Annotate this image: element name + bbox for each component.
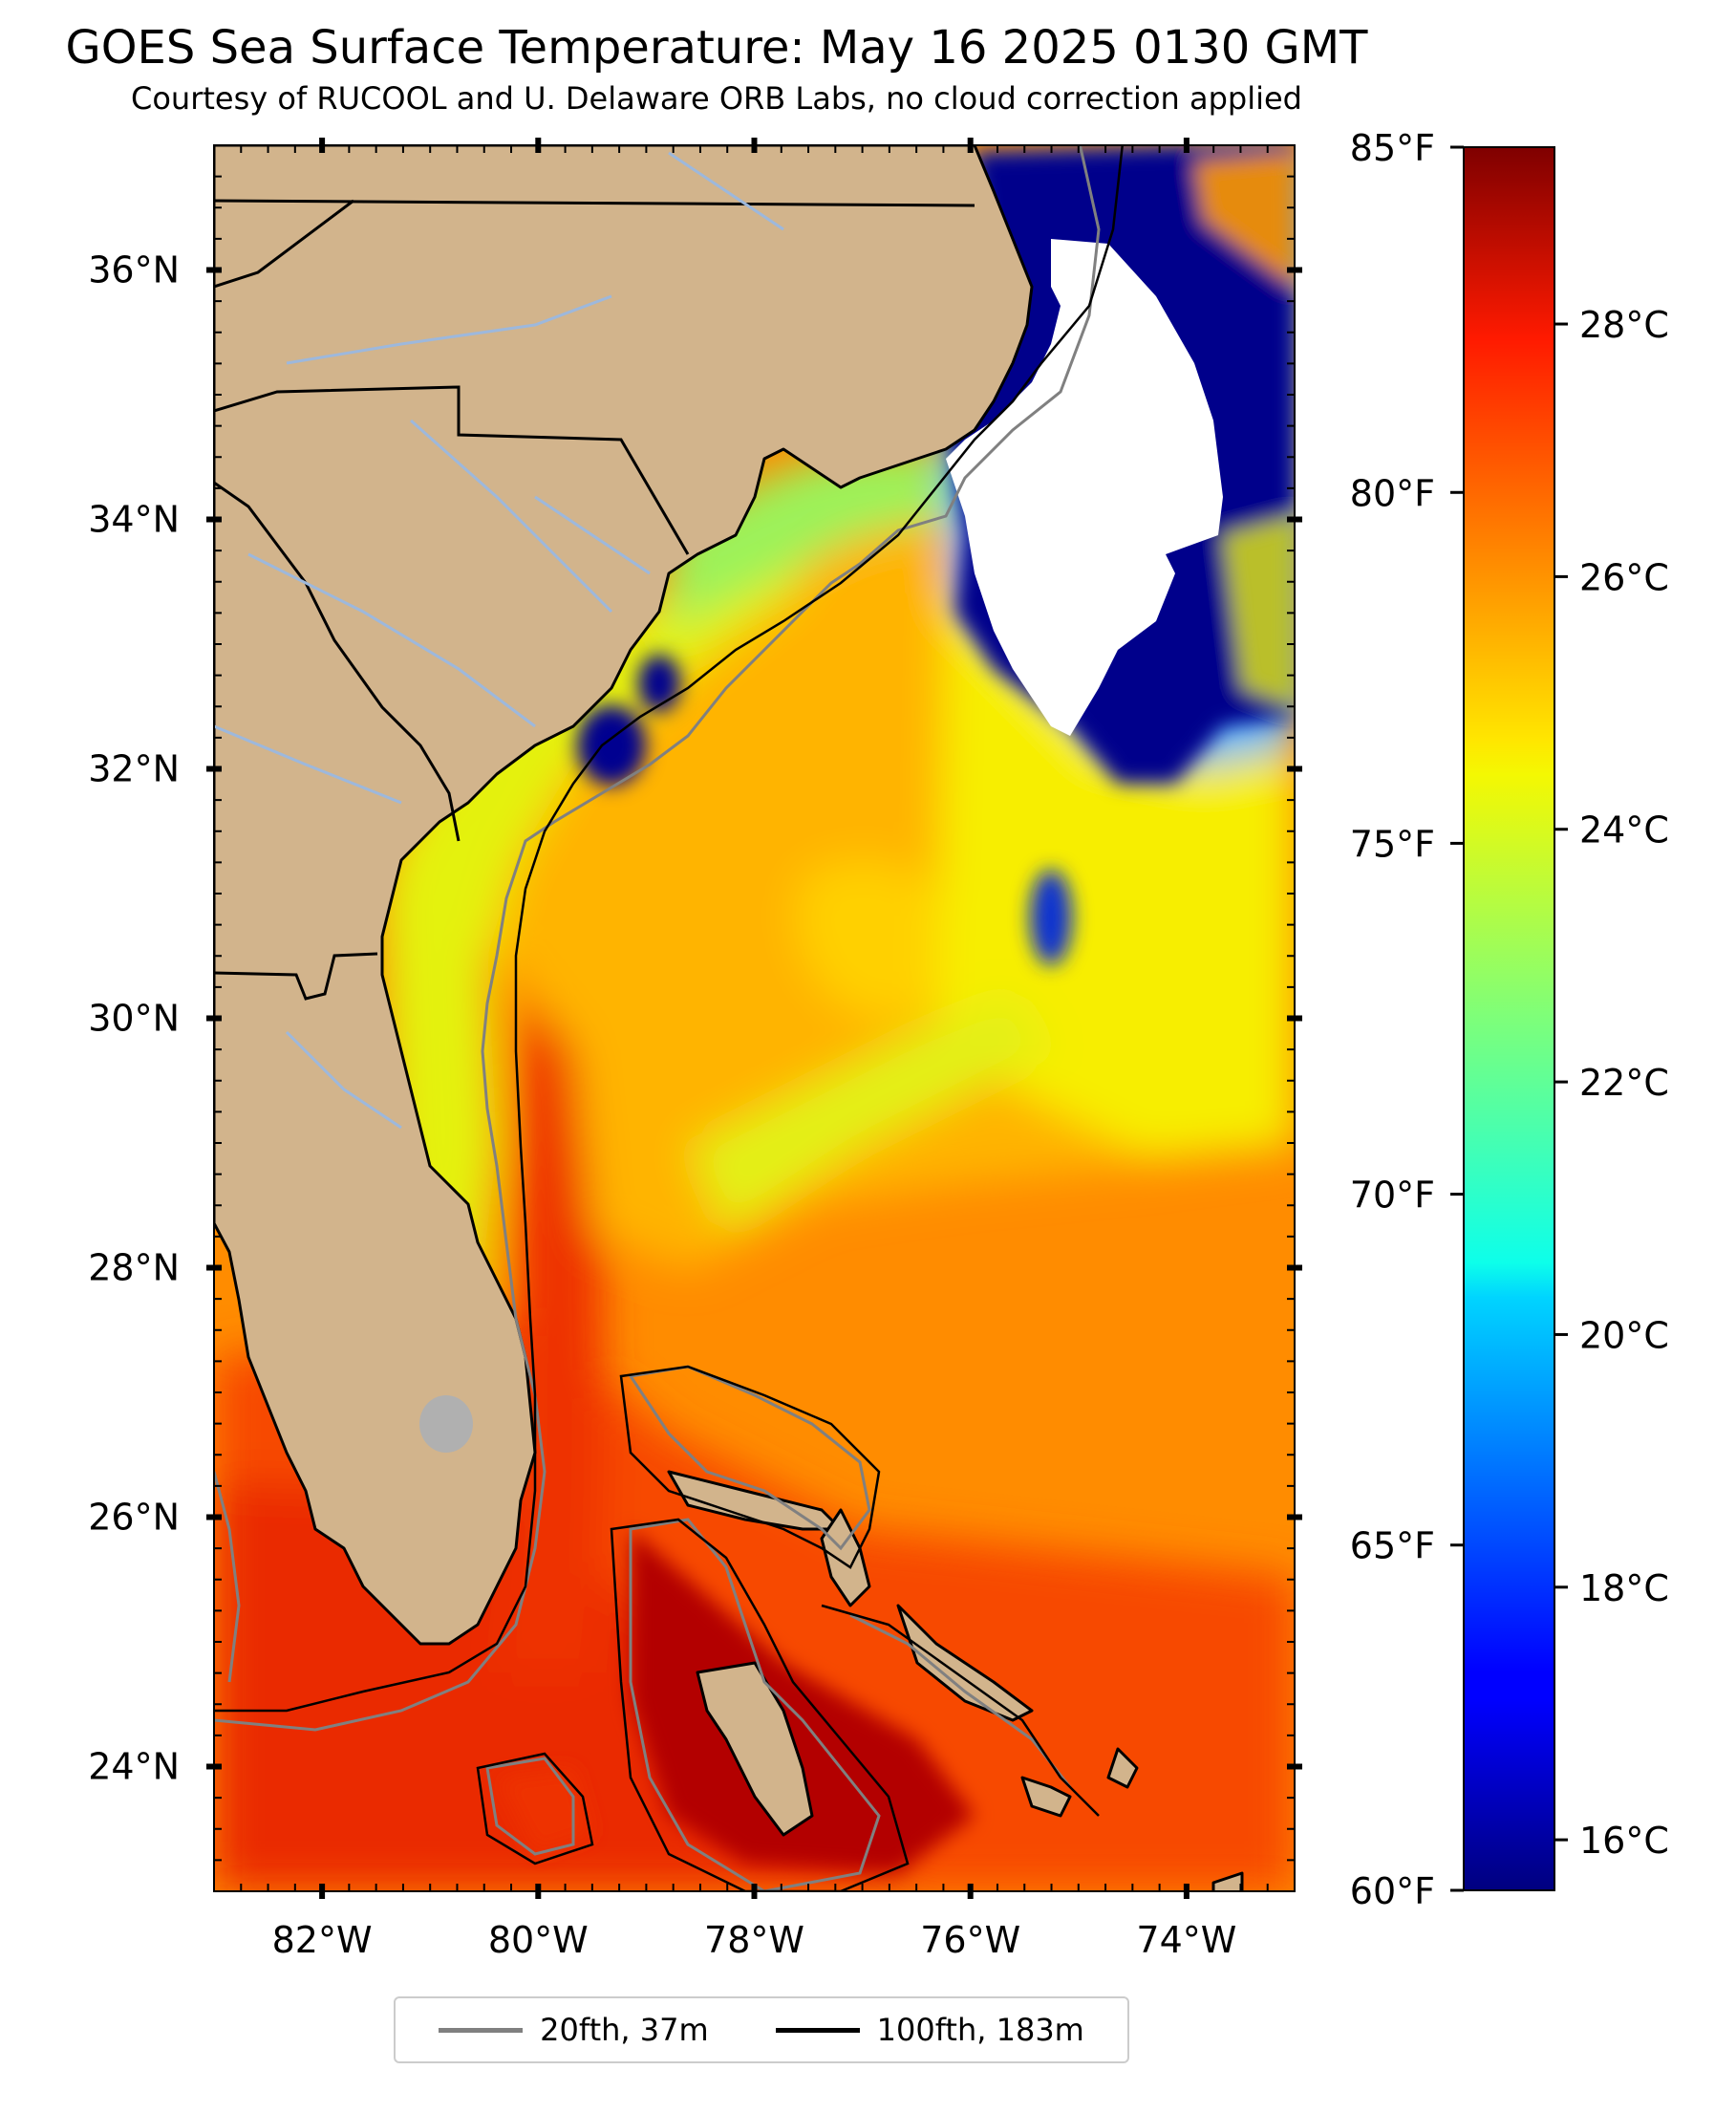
lake-okeechobee — [419, 1395, 473, 1453]
isobath-legend: 20fth, 37m 100fth, 183m — [394, 1996, 1129, 2063]
lat-tick-label: 26°N — [88, 1497, 180, 1539]
lat-tick-label: 34°N — [88, 499, 180, 541]
lon-tick-label: 82°W — [272, 1919, 373, 1961]
fahrenheit-tick-label: 65°F — [1350, 1525, 1435, 1567]
legend-entry-20fth: 20fth, 37m — [439, 2012, 709, 2048]
map-title: GOES Sea Surface Temperature: May 16 202… — [65, 21, 1368, 75]
map-panel — [214, 145, 1295, 1891]
state-borders — [214, 199, 975, 1001]
cloud-mask — [946, 239, 1223, 736]
celsius-tick-label: 28°C — [1579, 304, 1669, 346]
map-subtitle: Courtesy of RUCOOL and U. Delaware ORB L… — [131, 80, 1302, 117]
rivers — [214, 151, 784, 1130]
fahrenheit-tick-label: 85°F — [1350, 127, 1435, 169]
colorbar — [1463, 146, 1555, 1891]
legend-label-20fth: 20fth, 37m — [540, 2012, 709, 2048]
colorbar-ticks: 16°C 18°C 20°C 22°C 24°C 26°C 28°C 60°F 65°F 70°F… — [1350, 127, 1669, 1912]
lat-tick-label: 24°N — [88, 1746, 180, 1788]
celsius-tick-label: 20°C — [1579, 1314, 1669, 1356]
isobath-20fth — [214, 145, 1101, 1891]
lon-tick-label: 78°W — [704, 1919, 804, 1961]
lon-tick-label: 76°W — [920, 1919, 1020, 1961]
map-ticks: 82°W 80°W 78°W 76°W 74°W 24°N 26°N 28°N 30°N 32°N… — [88, 138, 1302, 1961]
celsius-tick-label: 16°C — [1579, 1820, 1669, 1862]
lon-tick-label: 80°W — [488, 1919, 589, 1961]
fahrenheit-tick-label: 75°F — [1350, 823, 1435, 865]
lat-tick-label: 28°N — [88, 1247, 180, 1289]
fahrenheit-tick-label: 80°F — [1350, 472, 1435, 514]
lon-tick-label: 74°W — [1136, 1919, 1236, 1961]
fahrenheit-tick-label: 60°F — [1350, 1870, 1435, 1912]
isobath-100fth — [214, 145, 1125, 1891]
land — [214, 145, 1244, 1891]
lat-tick-label: 32°N — [88, 748, 180, 790]
fahrenheit-tick-label: 70°F — [1350, 1175, 1435, 1217]
celsius-tick-label: 24°C — [1579, 809, 1669, 852]
lat-tick-label: 36°N — [88, 249, 180, 291]
legend-swatch-100fth — [775, 2027, 860, 2033]
celsius-tick-label: 22°C — [1579, 1062, 1669, 1104]
celsius-tick-label: 18°C — [1579, 1567, 1669, 1609]
legend-entry-100fth: 100fth, 183m — [775, 2012, 1084, 2048]
legend-swatch-20fth — [439, 2027, 524, 2033]
legend-label-100fth: 100fth, 183m — [876, 2012, 1084, 2048]
lat-tick-label: 30°N — [88, 998, 180, 1040]
celsius-tick-label: 26°C — [1579, 556, 1669, 598]
